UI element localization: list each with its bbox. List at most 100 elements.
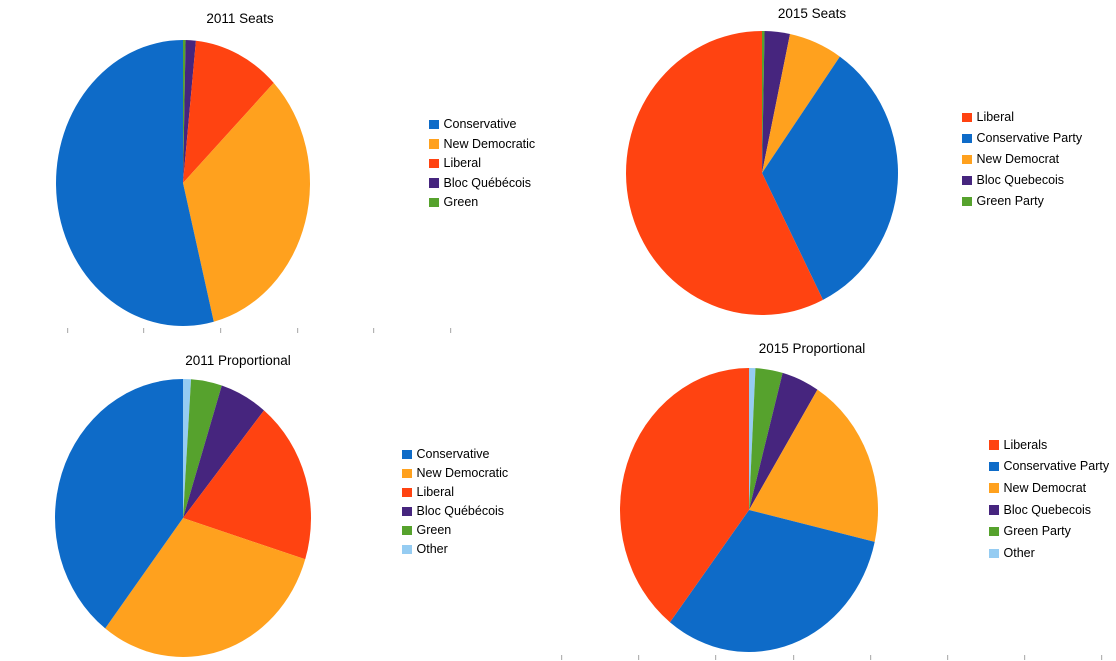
axis-tick-mark <box>947 655 949 660</box>
axis-tick-mark <box>373 328 375 333</box>
legend-swatch-conservative <box>402 449 412 460</box>
legend-item-label: Other <box>416 542 448 557</box>
legend-item-label: Bloc Québécois <box>416 504 505 519</box>
axis-tick-mark <box>561 655 563 660</box>
pie-slice-new-democrat <box>749 389 878 542</box>
legend-item-label: Bloc Québécois <box>443 175 532 190</box>
legend-swatch-new-democratic <box>402 468 412 479</box>
pie-slice-green <box>183 379 222 518</box>
pie-slice-green <box>183 40 186 183</box>
legend-item-label: Green Party <box>976 194 1044 209</box>
legend-seats-2015: Liberal Conservative Party New Democrat Blo… <box>962 107 1082 212</box>
pie-slice-other <box>749 368 756 510</box>
axis-tick-mark <box>1024 655 1026 660</box>
legend-item: Bloc Québécois <box>429 173 535 192</box>
legend-item: New Democrat <box>962 149 1082 170</box>
legend-item-label: Green <box>443 195 479 209</box>
legend-item-label: New Democrat <box>1003 480 1087 495</box>
pie-slice-liberal <box>183 410 311 560</box>
legend-item: Bloc Quebecois <box>989 499 1109 521</box>
pie-slice-bloc-quebecois <box>183 385 264 518</box>
pie-slice-liberals <box>619 368 749 623</box>
pie-slice-liberal <box>626 31 823 315</box>
chart-title-proportional-2011: 2011 Proportional <box>185 353 291 368</box>
legend-swatch-bloc-quebecois <box>989 505 999 515</box>
pie-seats-2015 <box>626 31 899 315</box>
legend-item-label: Conservative <box>416 447 490 462</box>
legend-swatch-liberals <box>989 440 999 450</box>
legend-item: New Democratic <box>402 464 508 483</box>
chart-title-proportional-2015: 2015 Proportional <box>758 341 866 356</box>
legend-item: Liberal <box>429 154 535 173</box>
legend-item-label: Green <box>416 523 452 538</box>
axis-tick-mark <box>1101 655 1103 660</box>
legend-item: Green <box>402 521 508 540</box>
legend-item: Liberal <box>962 107 1082 128</box>
axis-tick-mark <box>715 655 717 660</box>
legend-proportional-2015: Liberals Conservative Party New Democrat Bl… <box>989 434 1109 564</box>
legend-swatch-bloc-quebecois <box>402 506 412 517</box>
legend-swatch-green-party <box>962 196 972 207</box>
legend-item: Other <box>402 540 508 559</box>
pie-slice-bloc-quebecois <box>183 40 196 183</box>
pie-slice-bloc-quebecois <box>762 31 790 174</box>
axis-tick-mark <box>297 328 299 333</box>
legend-item-label: Liberals <box>1003 437 1048 452</box>
legend-item: Green Party <box>962 191 1082 212</box>
legend-item: Liberals <box>989 434 1109 456</box>
legend-item: Other <box>989 542 1109 564</box>
legend-item-label: Bloc Quebecois <box>976 173 1065 188</box>
axis-tick-mark <box>450 328 452 333</box>
axis-tick-mark <box>143 328 145 333</box>
legend-item: Liberal <box>402 483 508 502</box>
legend-swatch-new-democrat <box>962 154 972 165</box>
pie-slice-other <box>183 379 192 518</box>
pie-proportional-2015 <box>619 368 878 652</box>
legend-proportional-2011: Conservative New Democratic Liberal Bloc Qu… <box>402 445 508 559</box>
legend-item-label: New Democratic <box>443 136 536 151</box>
pie-slice-liberal <box>183 40 274 183</box>
legend-swatch-conservative-party <box>989 461 999 472</box>
legend-item: Green Party <box>989 521 1109 543</box>
legend-item-label: Bloc Quebecois <box>1003 502 1092 517</box>
legend-swatch-new-democrat <box>989 483 999 493</box>
legend-swatch-green <box>429 197 439 207</box>
legend-item-label: New Democratic <box>416 466 509 481</box>
legend-swatch-bloc-quebecois <box>962 175 972 186</box>
legend-swatch-new-democratic <box>429 139 439 149</box>
legend-item: New Democratic <box>429 134 535 153</box>
pie-seats-2011 <box>56 40 310 326</box>
legend-item-label: Liberal <box>416 485 455 500</box>
legend-item: Green <box>429 193 535 212</box>
legend-swatch-green-party <box>989 526 999 537</box>
legend-item-label: Liberal <box>443 156 482 171</box>
axis-tick-mark <box>638 655 640 660</box>
axis-tick-mark <box>870 655 872 660</box>
pie-slice-new-democrat <box>762 34 840 173</box>
pie-slice-conservative <box>55 379 183 629</box>
legend-item-label: Green Party <box>1003 524 1071 539</box>
axis-tick-mark <box>220 328 222 333</box>
axis-tick-mark <box>793 655 795 660</box>
legend-swatch-liberal <box>429 158 439 169</box>
legend-item-label: New Democrat <box>976 152 1060 167</box>
legend-item-label: Conservative Party <box>976 131 1083 146</box>
chart-title-seats-2011: 2011 Seats <box>206 11 274 26</box>
pie-slice-new-democratic <box>105 518 306 657</box>
axis-tick-mark <box>67 328 69 333</box>
legend-item-label: Liberal <box>976 110 1015 125</box>
legend-item: Conservative <box>429 115 535 134</box>
legend-swatch-bloc-quebecois <box>429 178 439 188</box>
pie-slice-conservative-party <box>762 56 899 300</box>
legend-item: Conservative Party <box>989 456 1109 478</box>
legend-swatch-other <box>402 544 412 555</box>
pie-slice-bloc-quebecois <box>749 372 818 510</box>
legend-item: Conservative Party <box>962 128 1082 149</box>
legend-item-label: Conservative Party <box>1003 459 1110 474</box>
pie-slice-new-democratic <box>183 82 310 322</box>
legend-item: Bloc Quebecois <box>962 170 1082 191</box>
pie-slice-green-party <box>762 31 765 173</box>
legend-swatch-conservative-party <box>962 133 972 144</box>
legend-swatch-liberal <box>962 112 972 123</box>
